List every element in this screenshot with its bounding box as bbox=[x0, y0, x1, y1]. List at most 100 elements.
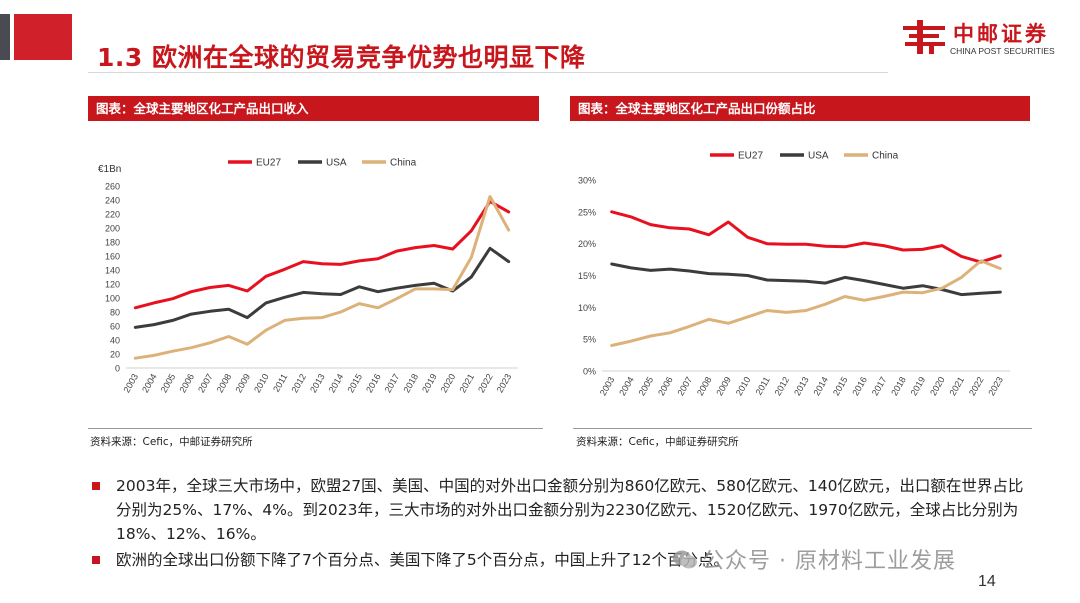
china-post-logo-icon bbox=[903, 20, 945, 54]
x-tick-label: 2016 bbox=[364, 372, 383, 394]
x-tick-label: 2011 bbox=[271, 372, 289, 394]
x-tick-label: 2007 bbox=[675, 375, 694, 397]
watermark: 公众号 · 原材料工业发展 bbox=[672, 543, 956, 575]
legend-label-china: China bbox=[390, 158, 417, 169]
y-tick-label: 180 bbox=[105, 238, 120, 248]
x-tick-label: 2022 bbox=[967, 375, 986, 397]
series-line-china bbox=[610, 259, 1002, 347]
legend-label-usa: USA bbox=[326, 158, 347, 169]
bullet-text: 2003年，全球三大市场中，欧盟27国、美国、中国的对外出口金额分别为860亿欧… bbox=[116, 477, 1024, 543]
x-tick-label: 2006 bbox=[656, 375, 675, 397]
x-tick-label: 2010 bbox=[252, 372, 271, 394]
export-share-chart: 0%5%10%15%20%25%30%2003 2004 2005 2006 2007 2… bbox=[578, 151, 1010, 397]
y-tick-label: 140 bbox=[105, 266, 120, 276]
y-tick-label: 5% bbox=[583, 335, 596, 345]
y-tick-label: 20% bbox=[578, 239, 596, 249]
x-tick-label: 2021 bbox=[457, 372, 476, 394]
x-tick-label: 2017 bbox=[870, 375, 889, 397]
x-tick-label: 2015 bbox=[345, 372, 364, 394]
y-tick-label: 160 bbox=[105, 252, 120, 262]
page-number: 14 bbox=[978, 573, 996, 590]
x-tick-label: 2020 bbox=[928, 375, 947, 397]
x-tick-label: 2016 bbox=[850, 375, 869, 397]
series-line-eu27 bbox=[133, 199, 511, 310]
left-chart-header: 图表：全球主要地区化工产品出口收入 bbox=[88, 96, 539, 121]
x-tick-label: 2019 bbox=[909, 375, 928, 397]
x-tick-label: 2005 bbox=[637, 375, 656, 397]
x-tick-label: 2021 bbox=[947, 375, 966, 397]
logo-chinese-name: 中邮证券 bbox=[953, 22, 1049, 46]
x-tick-label: 2009 bbox=[233, 372, 252, 394]
x-tick-label: 2014 bbox=[811, 375, 830, 397]
decor-gray-bar bbox=[0, 14, 10, 60]
bullet-square-icon bbox=[92, 482, 100, 490]
y-tick-label: 20 bbox=[110, 350, 120, 360]
x-tick-label: 2012 bbox=[773, 375, 792, 397]
x-tick-label: 2013 bbox=[308, 372, 327, 394]
x-tick-label: 2004 bbox=[617, 375, 636, 397]
x-tick-label: 2017 bbox=[383, 372, 402, 394]
y-tick-label: 60 bbox=[110, 322, 120, 332]
right-source-divider bbox=[573, 428, 1032, 429]
series-line-china bbox=[133, 195, 511, 360]
bullet-list: 2003年，全球三大市场中，欧盟27国、美国、中国的对外出口金额分别为860亿欧… bbox=[90, 474, 1030, 572]
x-tick-label: 2003 bbox=[598, 375, 617, 397]
y-tick-label: 25% bbox=[578, 207, 596, 217]
y-tick-label: 80 bbox=[110, 308, 120, 318]
series-line-usa bbox=[610, 262, 1002, 297]
y-tick-label: 0% bbox=[583, 367, 596, 377]
y-tick-label: 120 bbox=[105, 280, 120, 290]
y-tick-label: 40 bbox=[110, 336, 120, 346]
x-tick-label: 2022 bbox=[476, 372, 495, 394]
x-tick-label: 2012 bbox=[289, 372, 308, 394]
y-tick-label: 30% bbox=[578, 176, 596, 186]
x-tick-label: 2014 bbox=[327, 372, 346, 394]
x-tick-label: 2006 bbox=[177, 372, 196, 394]
right-chart-header: 图表：全球主要地区化工产品出口份额占比 bbox=[570, 96, 1030, 121]
watermark-text: 公众号 · 原材料工业发展 bbox=[702, 549, 956, 574]
legend-label-usa: USA bbox=[808, 151, 829, 162]
bullet-text: 欧洲的全球出口份额下降了7个百分点、美国下降了5个百分点，中国上升了12个百分点… bbox=[116, 551, 729, 569]
x-tick-label: 2020 bbox=[439, 372, 458, 394]
right-source-note: 资料来源：Cefic，中邮证券研究所 bbox=[576, 436, 739, 448]
y-tick-label: 100 bbox=[105, 294, 120, 304]
y-axis-unit-label: €1Bn bbox=[98, 164, 121, 175]
y-tick-label: 15% bbox=[578, 271, 596, 281]
x-tick-label: 2015 bbox=[831, 375, 850, 397]
bullet-item: 欧洲的全球出口份额下降了7个百分点、美国下降了5个百分点，中国上升了12个百分点… bbox=[90, 548, 1030, 572]
legend-label-eu27: EU27 bbox=[256, 158, 281, 169]
bullet-item: 2003年，全球三大市场中，欧盟27国、美国、中国的对外出口金额分别为860亿欧… bbox=[90, 474, 1030, 546]
x-tick-label: 2008 bbox=[215, 372, 234, 394]
export-revenue-chart: €1Bn 0 20 40 60 80 100 120 140 160 180 200 220 240 260… bbox=[98, 158, 518, 394]
x-tick-label: 2009 bbox=[714, 375, 733, 397]
left-source-note: 资料来源：Cefic，中邮证券研究所 bbox=[90, 436, 253, 448]
legend-label-china: China bbox=[872, 151, 899, 162]
x-tick-label: 2018 bbox=[401, 372, 420, 394]
series-line-eu27 bbox=[610, 210, 1002, 264]
x-tick-label: 2010 bbox=[734, 375, 753, 397]
x-tick-label: 2004 bbox=[140, 372, 159, 394]
x-tick-label: 2011 bbox=[754, 375, 772, 397]
x-tick-label: 2019 bbox=[420, 372, 439, 394]
y-tick-label: 10% bbox=[578, 303, 596, 313]
x-tick-label: 2003 bbox=[121, 372, 140, 394]
x-tick-label: 2007 bbox=[196, 372, 215, 394]
y-tick-label: 240 bbox=[105, 196, 120, 206]
y-tick-label: 260 bbox=[105, 182, 120, 192]
x-tick-label: 2023 bbox=[986, 375, 1005, 397]
bullet-square-icon bbox=[92, 556, 100, 564]
logo-english-name: CHINA POST SECURITIES bbox=[950, 46, 1055, 56]
x-tick-label: 2008 bbox=[695, 375, 714, 397]
y-tick-label: 200 bbox=[105, 224, 120, 234]
x-tick-label: 2013 bbox=[792, 375, 811, 397]
legend-label-eu27: EU27 bbox=[738, 151, 763, 162]
wechat-icon bbox=[673, 550, 697, 569]
title-divider bbox=[88, 72, 888, 73]
page-title: 1.3 欧洲在全球的贸易竞争优势也明显下降 bbox=[97, 43, 586, 72]
x-tick-label: 2005 bbox=[159, 372, 178, 394]
y-tick-label: 0 bbox=[115, 364, 120, 374]
x-tick-label: 2018 bbox=[889, 375, 908, 397]
y-tick-label: 220 bbox=[105, 210, 120, 220]
brand-logo: 中邮证券 CHINA POST SECURITIES bbox=[903, 18, 1073, 62]
decor-red-block bbox=[14, 14, 72, 60]
